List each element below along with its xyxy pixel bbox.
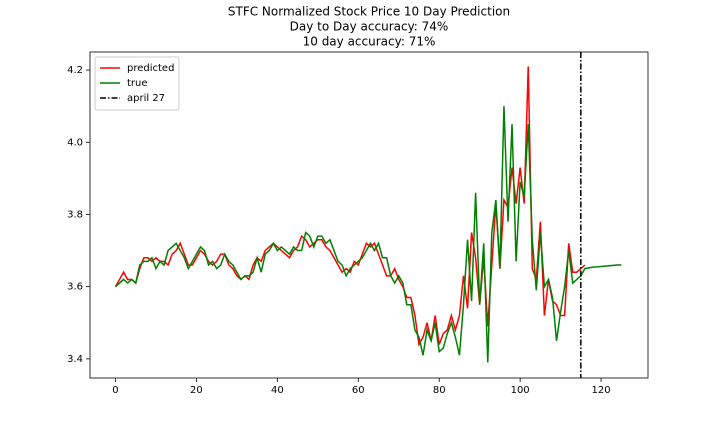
- x-tick-label: 80: [433, 385, 446, 396]
- data-line: [114, 66, 586, 347]
- legend-label: predicted: [127, 63, 174, 74]
- plot-frame: [89, 51, 649, 379]
- y-tick-label: 3.6: [67, 282, 83, 293]
- x-tick-label: 60: [352, 385, 365, 396]
- x-tick-label: 40: [271, 385, 284, 396]
- x-tick-label: 0: [112, 385, 118, 396]
- chart-subtitle: Day to Day accuracy: 74%: [290, 20, 449, 34]
- legend-box: [94, 56, 180, 111]
- legend-label: true: [127, 78, 148, 89]
- x-tick-label: 120: [592, 385, 611, 396]
- chart-title: STFC Normalized Stock Price 10 Day Predi…: [228, 5, 510, 19]
- chart-subtitle: 10 day accuracy: 71%: [303, 35, 436, 49]
- x-tick-label: 100: [511, 385, 530, 396]
- y-tick-label: 3.4: [67, 354, 83, 365]
- title-block: STFC Normalized Stock Price 10 Day Predi…: [228, 5, 510, 49]
- data-line: [114, 106, 622, 363]
- x-tick-label: 20: [190, 385, 203, 396]
- y-tick-label: 4.2: [67, 65, 83, 76]
- legend-label: april 27: [127, 93, 165, 104]
- y-tick-label: 3.8: [67, 209, 83, 220]
- y-tick-label: 4.0: [67, 137, 83, 148]
